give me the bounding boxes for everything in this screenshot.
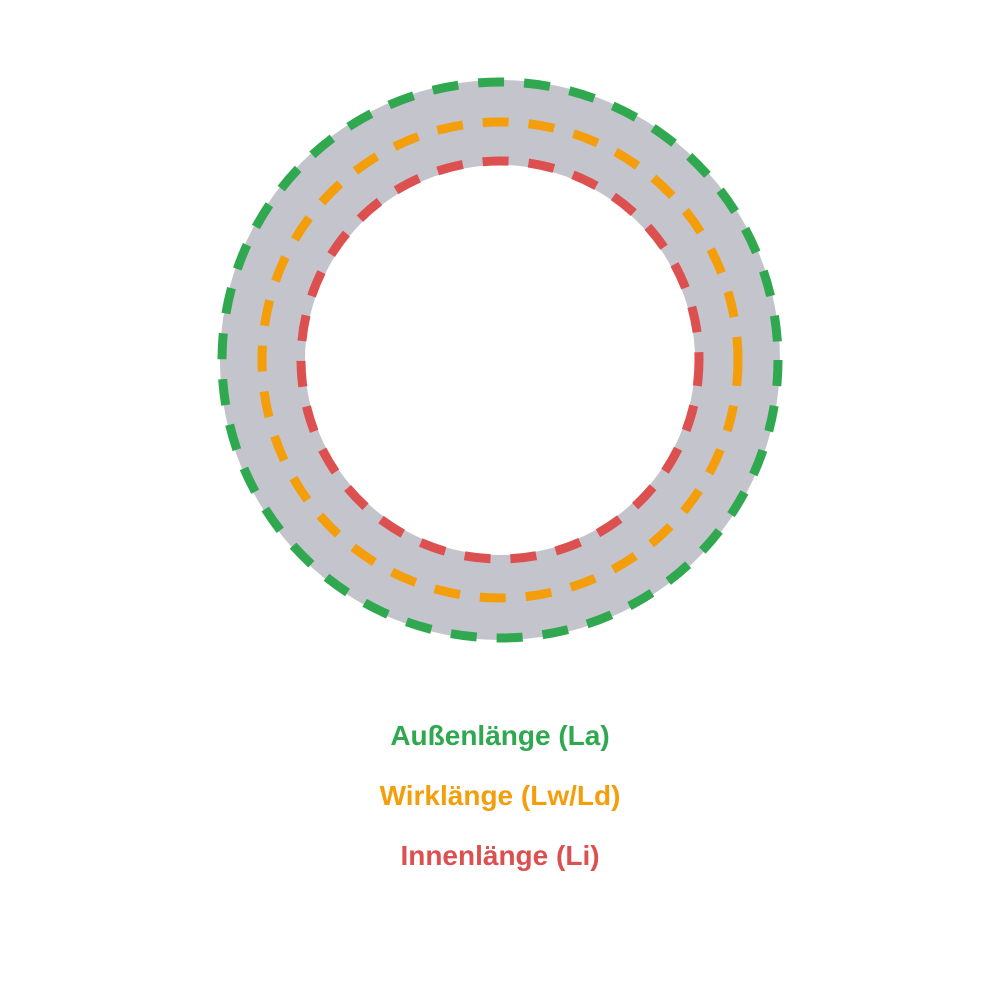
legend-item-middle: Wirklänge (Lw/Ld) [380,780,621,812]
middle-circle [262,122,738,598]
legend: Außenlänge (La) Wirklänge (Lw/Ld) Innenl… [380,720,621,872]
legend-item-inner: Innenlänge (Li) [400,840,599,872]
ring-diagram [200,60,800,660]
diagram-svg [200,60,800,660]
legend-item-outer: Außenlänge (La) [390,720,609,752]
